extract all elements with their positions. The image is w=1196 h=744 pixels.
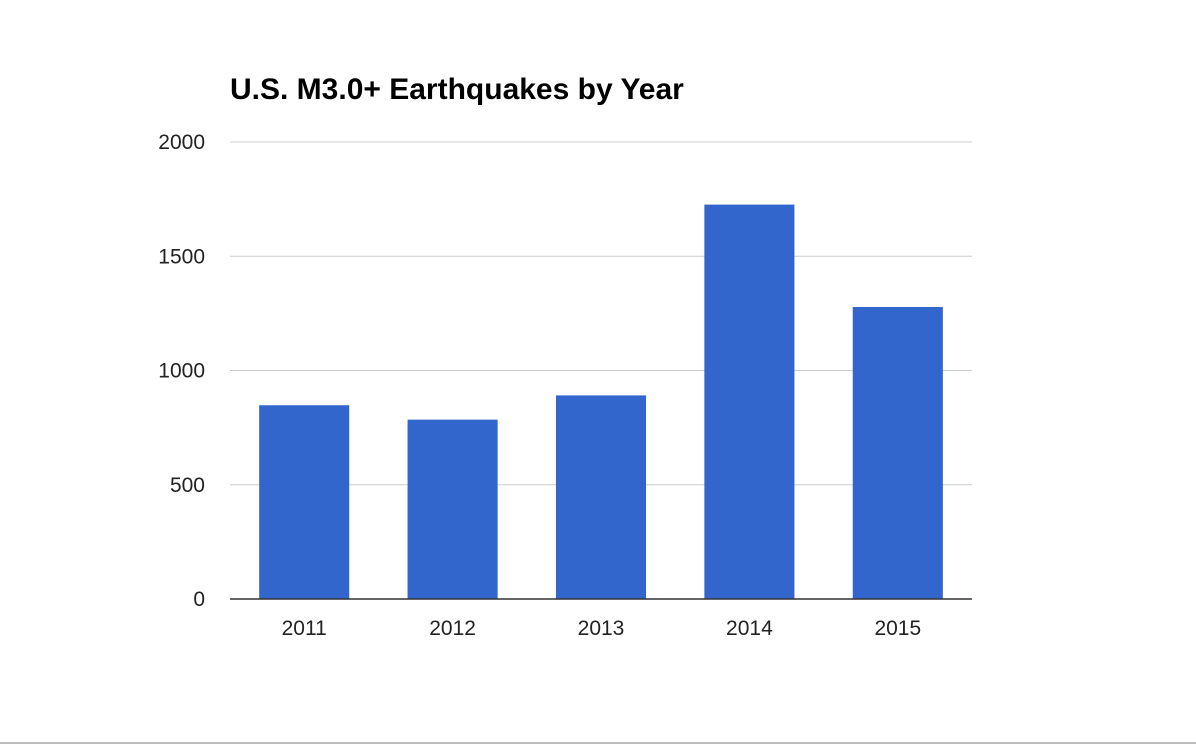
y-tick-label: 500 <box>170 474 205 497</box>
bar-2012 <box>407 419 498 599</box>
x-tick-label: 2013 <box>578 617 625 640</box>
y-axis-tick-labels: 0 500 1000 1500 2000 <box>158 131 205 611</box>
chart-title: U.S. M3.0+ Earthquakes by Year <box>230 73 684 106</box>
bars <box>259 204 943 599</box>
bar-2014 <box>704 204 795 599</box>
x-axis-tick-labels: 2011 2012 2013 2014 2015 <box>282 617 922 640</box>
x-tick-label: 2011 <box>282 617 327 640</box>
y-tick-label: 0 <box>193 588 205 611</box>
y-tick-label: 2000 <box>158 131 205 154</box>
bar-2013 <box>555 395 647 599</box>
bar-2015 <box>852 306 943 599</box>
bar-2011 <box>259 405 350 599</box>
x-tick-label: 2014 <box>726 617 773 640</box>
y-tick-label: 1000 <box>158 360 205 383</box>
x-tick-label: 2012 <box>429 617 476 640</box>
x-tick-label: 2015 <box>874 617 921 640</box>
y-tick-label: 1500 <box>158 245 205 268</box>
